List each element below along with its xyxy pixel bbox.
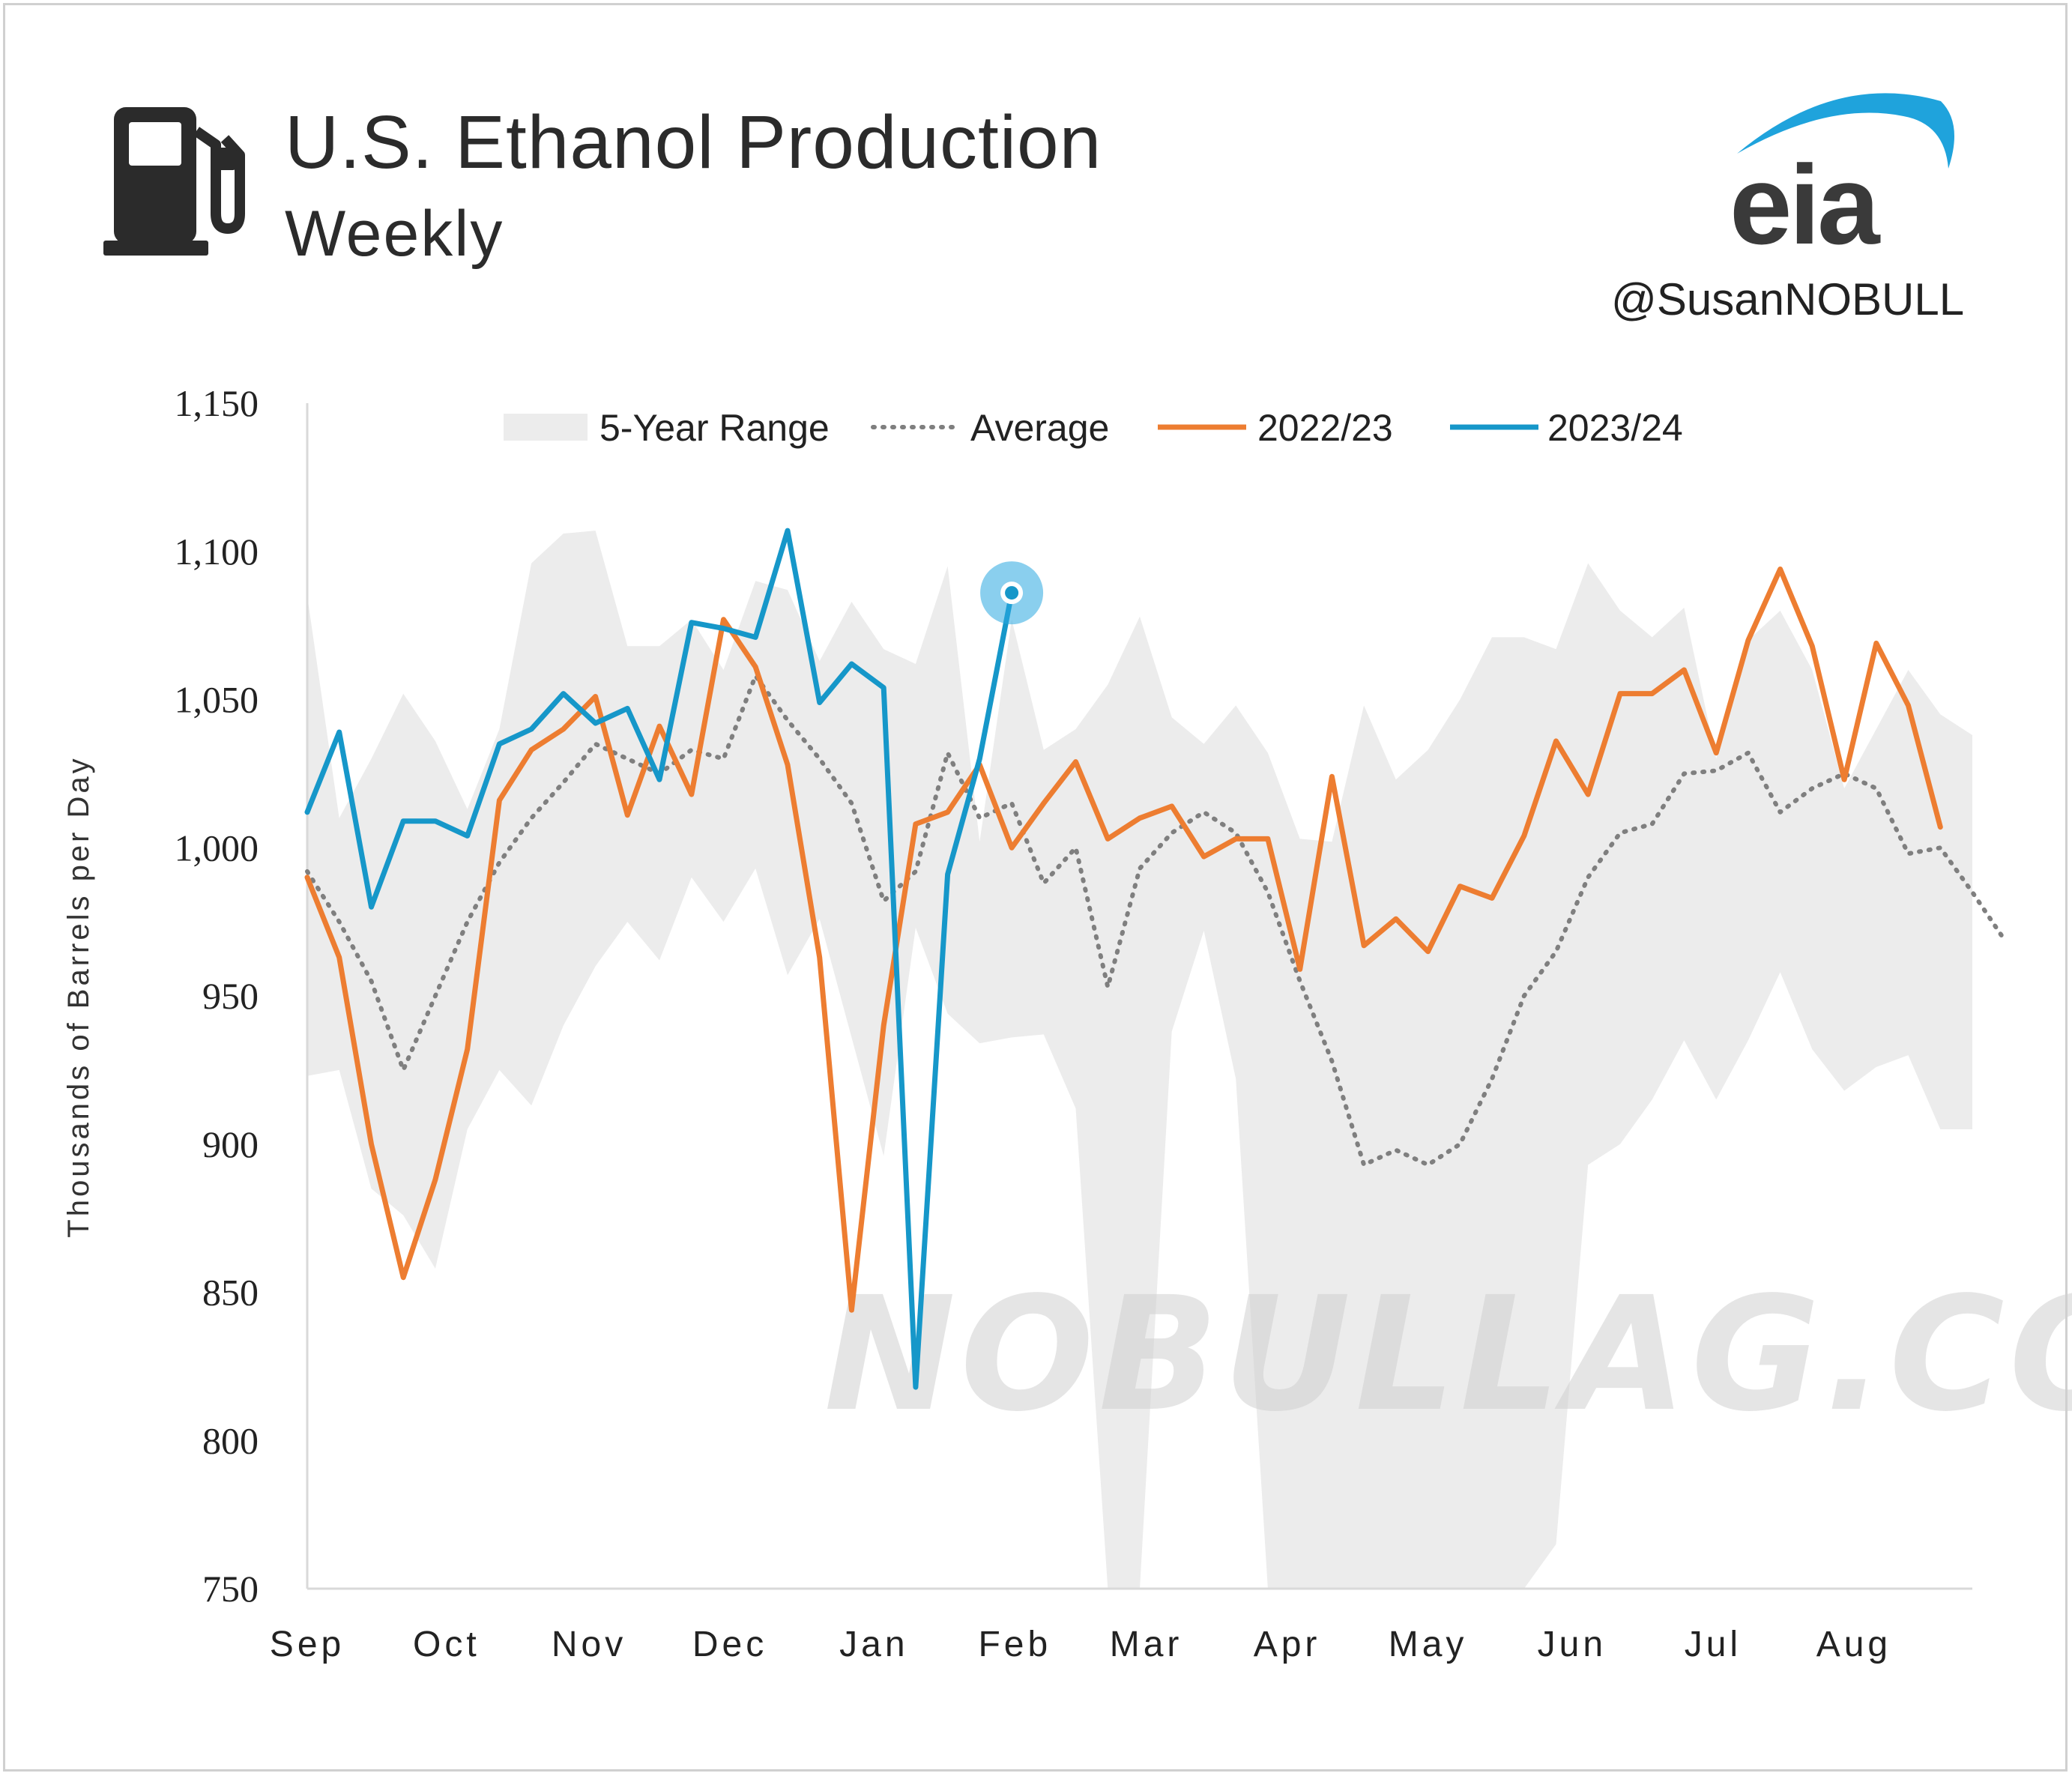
eia-logo: eia [1730, 93, 1954, 259]
y-tick-label: 850 [202, 1272, 259, 1314]
x-tick-label: Jan [839, 1625, 908, 1664]
x-tick-label: May [1389, 1625, 1468, 1664]
five-year-range-band [307, 531, 1972, 1589]
y-tick-label: 750 [202, 1568, 259, 1610]
y-tick-label: 1,050 [175, 679, 259, 721]
legend-label: 2023/24 [1547, 407, 1683, 449]
watermark: NOBULLAG.COM [824, 1263, 2072, 1446]
chart-title: U.S. Ethanol Production [285, 100, 1102, 184]
chart-subtitle: Weekly [285, 198, 504, 270]
legend-item-average: Average [871, 407, 1109, 449]
series-2022-23-line [304, 567, 1943, 1313]
axes-layer: 750 800 850 900 950 1,000 1,050 1,100 1,150 Sep Oc… [62, 382, 1972, 1664]
legend: 5-Year Range Average 2022/23 2023/24 [504, 407, 1683, 449]
x-tick-label: Mar [1110, 1625, 1183, 1664]
watermark-layer: NOBULLAG.COM [824, 1263, 2072, 1446]
twitter-handle: @SusanNOBULL [1611, 274, 1965, 324]
fuel-pump-icon [103, 107, 245, 256]
x-tick-label: Jul [1685, 1625, 1742, 1664]
x-tick-label: Jun [1538, 1625, 1607, 1664]
x-tick-label: Feb [978, 1625, 1051, 1664]
y-tick-label: 1,000 [175, 827, 259, 869]
x-tick-label: Sep [270, 1625, 345, 1664]
series-2023-24-line [304, 528, 1015, 1390]
svg-text:eia: eia [1730, 142, 1881, 259]
y-tick-label: 950 [202, 975, 259, 1017]
average-line [305, 673, 2007, 1168]
legend-label: 2022/23 [1257, 407, 1393, 449]
y-axis-title: Thousands of Barrels per Day [62, 755, 95, 1237]
x-tick-label: Apr [1254, 1625, 1321, 1664]
legend-label: Average [970, 407, 1109, 449]
five-year-range-layer [307, 531, 1972, 1589]
legend-item-range: 5-Year Range [504, 407, 830, 449]
legend-item-2022-23: 2022/23 [1158, 407, 1393, 449]
x-tick-label: Dec [692, 1625, 767, 1664]
y-tick-label: 1,150 [175, 382, 259, 424]
legend-item-2023-24: 2023/24 [1450, 407, 1683, 449]
y-tick-label: 800 [202, 1419, 259, 1461]
legend-swatch-range [504, 414, 588, 441]
series-layer [304, 528, 2007, 1390]
y-tick-label: 900 [202, 1123, 259, 1165]
x-tick-label: Nov [552, 1625, 626, 1664]
legend-label: 5-Year Range [599, 407, 830, 449]
y-tick-label: 1,100 [175, 531, 259, 573]
x-tick-label: Oct [413, 1625, 480, 1664]
x-tick-label: Aug [1816, 1625, 1891, 1664]
latest-point-marker [1005, 586, 1019, 600]
